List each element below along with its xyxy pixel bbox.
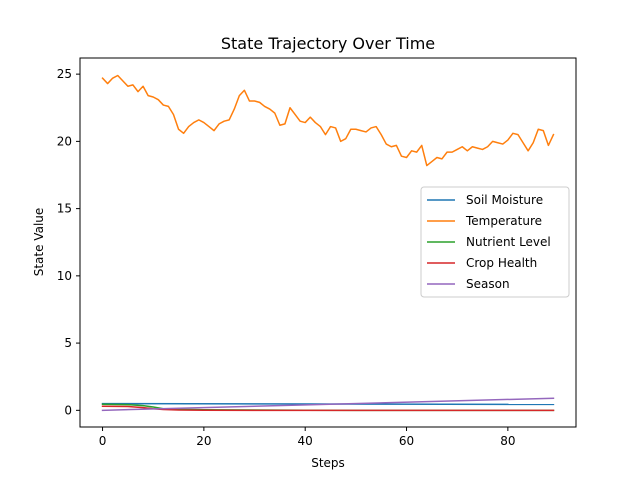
x-axis-label: Steps <box>311 456 345 470</box>
series-line-temperature <box>101 74 555 167</box>
legend-label-crop-health: Crop Health <box>466 256 537 270</box>
legend-label-season: Season <box>466 277 510 291</box>
x-tick-label: 20 <box>196 434 211 448</box>
legend: Soil Moisture Temperature Nutrient Level Cr… <box>420 186 570 298</box>
y-tick-label: 0 <box>64 403 72 417</box>
y-tick-label: 15 <box>57 202 72 216</box>
x-tick-label: 80 <box>500 434 515 448</box>
y-tick-label: 20 <box>57 134 72 148</box>
plot-series-group <box>101 74 555 412</box>
y-axis-label: State Value <box>32 208 46 277</box>
legend-label-soil-moisture: Soil Moisture <box>466 193 543 207</box>
x-tick-label: 0 <box>99 434 107 448</box>
series-line-season <box>101 397 555 412</box>
chart-title: State Trajectory Over Time <box>221 34 435 53</box>
x-tick-label: 60 <box>399 434 414 448</box>
legend-label-temperature: Temperature <box>465 214 542 228</box>
series-line-crop-health <box>101 405 555 412</box>
legend-label-nutrient-level: Nutrient Level <box>466 235 551 249</box>
x-tick-label: 40 <box>298 434 313 448</box>
x-axis: 0 20 40 60 80 <box>99 427 515 448</box>
plot-area-frame <box>79 57 577 428</box>
y-tick-label: 25 <box>57 67 72 81</box>
y-axis: 0 5 10 15 20 25 <box>57 67 80 417</box>
y-tick-label: 5 <box>64 336 72 350</box>
legend-box <box>420 186 570 298</box>
y-tick-label: 10 <box>57 269 72 283</box>
